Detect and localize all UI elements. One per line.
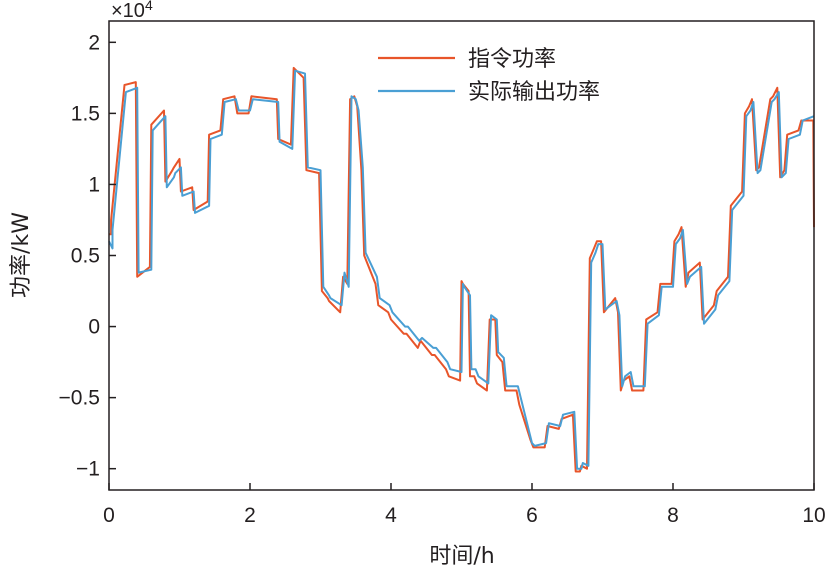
y-exponent-power: 4 <box>145 0 153 13</box>
x-tick-label: 2 <box>244 504 256 527</box>
x-tick-label: 0 <box>103 504 115 527</box>
y-tick-label: 2 <box>88 31 100 54</box>
y-axis-ticks: 2 1.5 1 0.5 0 −0.5 −1 <box>59 31 116 481</box>
x-tick-label: 4 <box>385 504 397 527</box>
y-tick-label: 1.5 <box>71 102 100 125</box>
legend-label-series-1: 指令功率 <box>468 47 556 72</box>
plot-lines <box>108 66 815 473</box>
x-tick-label: 10 <box>802 504 825 527</box>
x-axis-title: 时间/h <box>429 544 494 569</box>
x-axis-ticks: 0 2 4 6 8 10 <box>103 483 826 527</box>
y-axis-title: 功率/kW <box>9 212 34 298</box>
y-tick-label: 1 <box>88 173 100 196</box>
plot-frame <box>108 20 815 491</box>
legend-label-series-2: 实际输出功率 <box>468 80 600 105</box>
series-line-1 <box>109 66 815 473</box>
y-exponent-base: ×10 <box>111 0 145 22</box>
y-tick-label: −1 <box>76 458 100 481</box>
legend: 指令功率 实际输出功率 <box>378 47 600 105</box>
y-tick-label: −0.5 <box>59 387 100 410</box>
x-tick-label: 6 <box>526 504 538 527</box>
series-line-2 <box>108 69 815 470</box>
y-tick-label: 0.5 <box>71 245 100 268</box>
x-tick-label: 8 <box>667 504 679 527</box>
y-tick-label: 0 <box>88 316 100 339</box>
